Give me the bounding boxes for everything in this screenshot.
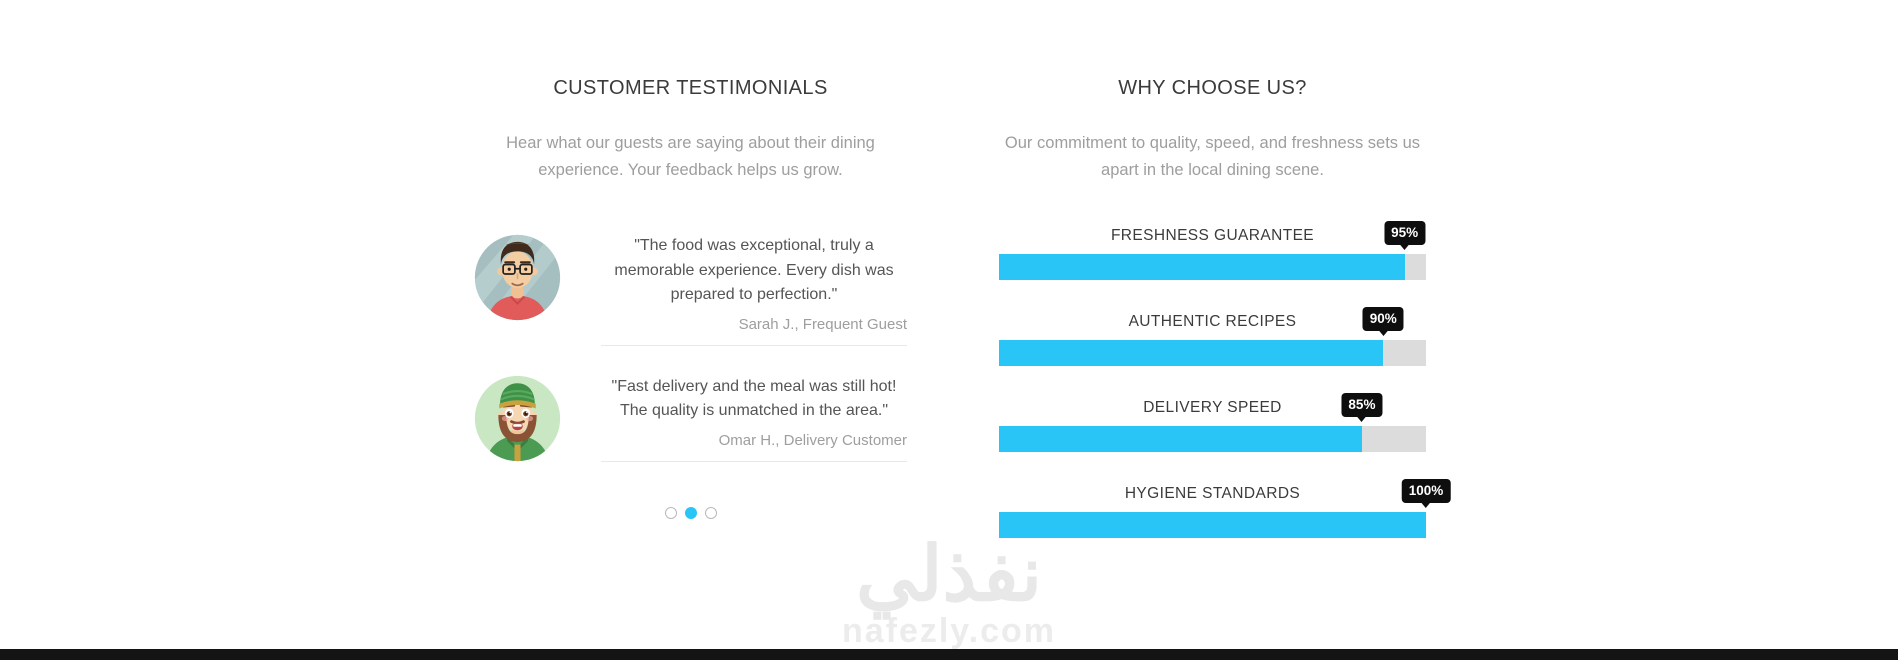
bottom-dark-strip [0, 649, 1898, 660]
skill-label: AUTHENTIC RECIPES [1128, 313, 1297, 330]
testimonial-author: Sarah J., Frequent Guest [738, 315, 907, 333]
testimonial-quote: "The food was exceptional, truly a memor… [614, 237, 894, 303]
skill-bar-track [999, 512, 1426, 538]
skill-bar-fill [999, 512, 1426, 538]
watermark-latin-text: nafezly.com [841, 612, 1057, 650]
testimonials-section: CUSTOMER TESTIMONIALS Hear what our gues… [474, 76, 907, 565]
carousel-dot-2[interactable] [684, 506, 697, 519]
skill-label: DELIVERY SPEED [1143, 399, 1282, 416]
testimonials-title: CUSTOMER TESTIMONIALS [553, 77, 828, 99]
why-choose-title: WHY CHOOSE US? [1118, 77, 1307, 99]
skill-freshness-guarantee: FRESHNESS GUARANTEE 95% [999, 221, 1426, 280]
skill-label: HYGIENE STANDARDS [1124, 485, 1301, 502]
testimonial-card: "The food was exceptional, truly a memor… [474, 234, 907, 346]
skill-label: FRESHNESS GUARANTEE [1110, 227, 1315, 244]
badge-pointer-icon [1421, 502, 1431, 508]
why-choose-subtitle: Our commitment to quality, speed, and fr… [1004, 134, 1421, 179]
skill-percent-badge: 100% [1401, 479, 1451, 508]
testimonial-author: Omar H., Delivery Customer [718, 431, 907, 449]
skill-delivery-speed: DELIVERY SPEED 85% [999, 393, 1426, 452]
testimonials-subtitle: Hear what our guests are saying about th… [506, 134, 875, 179]
testimonial-content: "Fast delivery and the meal was still ho… [601, 375, 907, 462]
skill-percent-badge: 95% [1384, 221, 1426, 250]
main-section: CUSTOMER TESTIMONIALS Hear what our gues… [474, 76, 1451, 565]
skill-percent-badge: 85% [1341, 393, 1383, 422]
skill-percent-badge: 90% [1362, 307, 1404, 336]
carousel-dot-1[interactable] [664, 506, 677, 519]
skill-bar-fill [999, 254, 1405, 280]
badge-pointer-icon [1356, 416, 1367, 422]
testimonials-list: "The food was exceptional, truly a memor… [474, 234, 907, 462]
skill-bar-track [999, 426, 1426, 452]
badge-pointer-icon [1399, 244, 1410, 250]
skill-authentic-recipes: AUTHENTIC RECIPES 90% [999, 307, 1426, 366]
testimonial-card: "Fast delivery and the meal was still ho… [474, 375, 907, 462]
badge-pointer-icon [1378, 330, 1389, 336]
carousel-dot-3[interactable] [704, 506, 717, 519]
skill-hygiene-standards: HYGIENE STANDARDS 100% [999, 479, 1451, 538]
man-with-glasses-avatar [474, 234, 561, 321]
skill-bar-track [999, 340, 1426, 366]
carousel-pagination [474, 506, 907, 519]
testimonial-quote: "Fast delivery and the meal was still ho… [611, 377, 897, 420]
why-choose-us-section: WHY CHOOSE US? Our commitment to quality… [999, 76, 1451, 565]
skill-bar-track [999, 254, 1426, 280]
testimonial-content: "The food was exceptional, truly a memor… [601, 234, 907, 346]
skill-bar-fill [999, 340, 1384, 366]
skill-bars: FRESHNESS GUARANTEE 95% AUTHENTIC RECIPE… [999, 221, 1451, 538]
man-with-green-cap-avatar [474, 375, 561, 461]
skill-bar-fill [999, 426, 1362, 452]
